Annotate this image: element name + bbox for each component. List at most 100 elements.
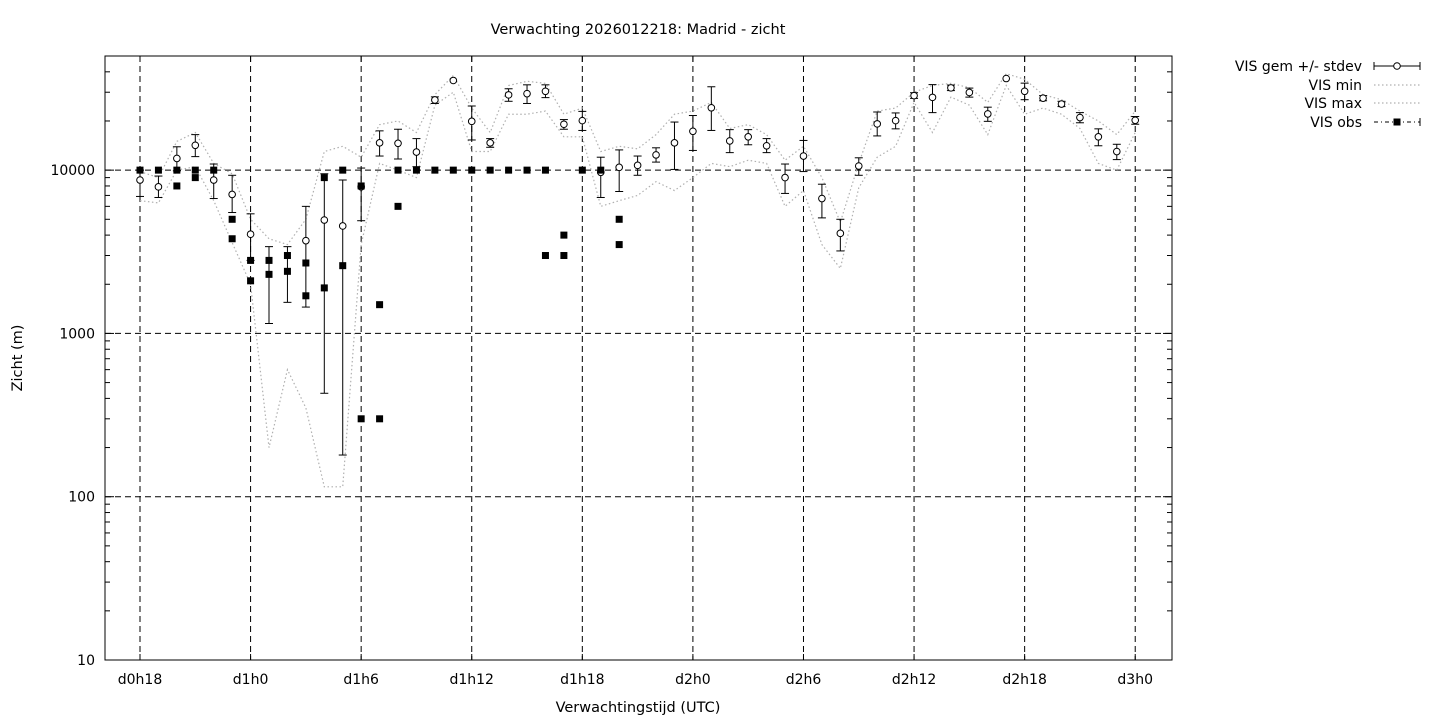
vis-obs-point <box>615 241 623 249</box>
vis-gem-point <box>873 120 882 128</box>
vis-obs-point <box>228 235 236 243</box>
vis-gem-point <box>854 162 863 170</box>
vis-obs-point <box>394 166 402 174</box>
vis-gem-point <box>725 137 734 145</box>
vis-gem-point <box>154 183 163 191</box>
vis-gem-point <box>486 139 494 147</box>
x-axis-label: Verwachtingstijd (UTC) <box>556 700 721 716</box>
x-tick-label: d1h6 <box>343 672 379 688</box>
y-tick-label: 10 <box>77 653 95 669</box>
vis-gem-point <box>1076 113 1084 122</box>
vis-obs-point <box>339 166 347 174</box>
x-tick-label: d1h18 <box>560 672 604 688</box>
vis-gem-point <box>578 116 587 125</box>
vis-gem-point <box>689 127 697 136</box>
x-tick-label: d2h0 <box>675 672 711 688</box>
vis-obs-point <box>376 301 384 309</box>
vis-obs-point <box>283 252 291 260</box>
vis-gem-point <box>173 154 181 163</box>
grid <box>105 56 1172 660</box>
vis-obs-point <box>154 166 162 174</box>
y-tick-label: 10000 <box>50 163 95 179</box>
vis-gem-point <box>983 110 992 118</box>
vis-gem-point <box>209 176 218 184</box>
vis-obs-point <box>320 174 328 182</box>
vis-obs-point <box>302 259 310 267</box>
vis-obs-point <box>468 166 476 174</box>
vis-min-line <box>139 84 1136 488</box>
vis-gem-point <box>762 141 771 150</box>
legend-swatch-marker <box>1393 62 1401 70</box>
vis-gem-point <box>191 141 200 150</box>
vis-gem-point <box>633 161 642 170</box>
vis-gem-point <box>965 88 974 97</box>
vis-obs-point <box>431 166 439 174</box>
vis-obs-point <box>615 215 623 223</box>
vis-gem-point <box>228 190 236 199</box>
vis-obs-point <box>283 267 291 275</box>
vis-obs-point <box>578 166 586 174</box>
vis-obs-point <box>449 166 457 174</box>
vis-obs-point <box>247 277 255 285</box>
vis-gem-point <box>541 87 550 96</box>
vis-gem-point <box>523 89 531 98</box>
vis-obs-point <box>210 166 218 174</box>
vis-gem-point <box>1020 87 1029 96</box>
vis-gem-point <box>1039 94 1047 102</box>
vis-gem-point <box>320 216 329 224</box>
plot-frame <box>104 55 1173 661</box>
x-tick-label: d1h0 <box>233 672 269 688</box>
vis-gem-point <box>928 93 937 102</box>
legend-label: VIS obs <box>1310 115 1362 131</box>
vis-gem-point <box>302 236 310 245</box>
vis-gem-point <box>615 163 623 172</box>
vis-obs-point <box>394 202 402 210</box>
vis-gem-point <box>431 96 439 104</box>
vis-gem-point <box>246 230 255 239</box>
vis-obs-point <box>486 166 494 174</box>
vis-obs-point <box>173 166 181 174</box>
vis-obs-point <box>505 166 513 174</box>
legend-label: VIS min <box>1309 78 1362 94</box>
vis-obs-point <box>247 256 255 264</box>
x-tick-label: d2h6 <box>786 672 822 688</box>
x-tick-label: d1h12 <box>449 672 493 688</box>
x-tick-label: d2h12 <box>892 672 936 688</box>
vis-gem-point <box>394 139 402 148</box>
vis-gem-point <box>947 84 955 92</box>
x-tick-label: d0h18 <box>118 672 162 688</box>
vis-obs-point <box>302 292 310 300</box>
vis-gem-point <box>1002 74 1011 83</box>
vis-gem-point <box>504 91 513 99</box>
vis-obs-point <box>357 182 365 190</box>
vis-obs-point <box>541 166 549 174</box>
vis-gem-point <box>1094 133 1103 141</box>
vis-gem-point <box>1112 147 1121 156</box>
vis-gem-point <box>670 139 679 147</box>
vis-obs-point <box>523 166 531 174</box>
vis-obs-point <box>339 262 347 270</box>
vis-gem-point <box>375 139 384 147</box>
vis-obs-point <box>136 166 144 174</box>
vis-gem-point <box>799 152 808 160</box>
vis-obs-point <box>265 256 273 264</box>
chart-title: Verwachting 2026012218: Madrid - zicht <box>491 22 786 38</box>
vis-gem-point <box>1131 116 1140 125</box>
x-tick-label: d2h18 <box>1002 672 1046 688</box>
vis-gem-point <box>136 176 144 184</box>
vis-gem-point <box>560 120 568 129</box>
vis-gem-point <box>836 229 845 238</box>
vis-gem-point <box>744 133 752 141</box>
legend-label: VIS gem +/- stdev <box>1235 59 1362 75</box>
vis-obs-point <box>560 231 568 239</box>
vis-gem-point <box>707 103 716 112</box>
vis-gem-point <box>781 173 789 182</box>
vis-obs-point <box>191 166 199 174</box>
series-layer <box>136 72 1140 488</box>
vis-obs-point <box>412 166 420 174</box>
vis-gem-point <box>338 222 347 230</box>
vis-gem-point <box>818 194 826 203</box>
vis-gem-point <box>412 148 421 156</box>
y-axis-label: Zicht (m) <box>10 325 26 392</box>
